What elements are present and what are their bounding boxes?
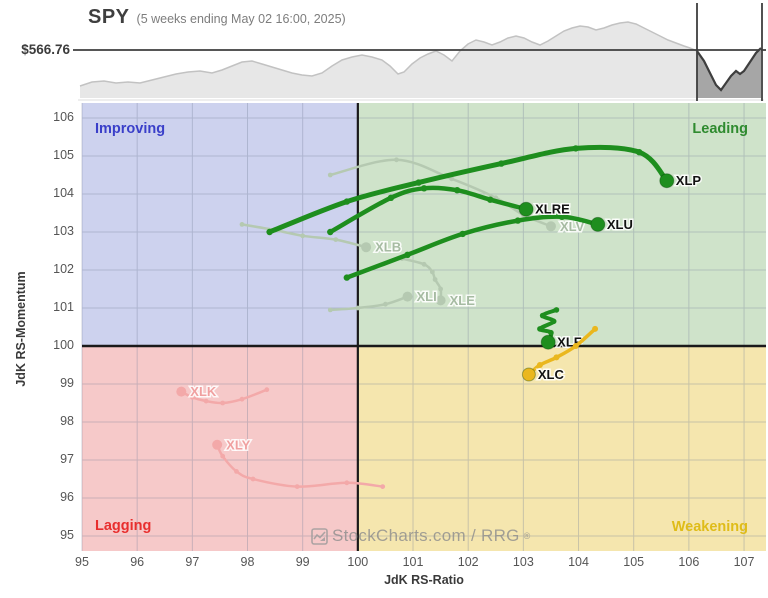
- rrg-trail-XLU[interactable]: XLU: [343, 213, 634, 281]
- trail-head-XLE[interactable]: [435, 295, 446, 306]
- trail-point: [343, 198, 351, 205]
- trail-point: [394, 157, 399, 163]
- rrg-trail-XLI[interactable]: XLI: [327, 288, 438, 313]
- trail-point: [572, 343, 579, 349]
- trail-point: [234, 469, 239, 474]
- quadrant-weakening: [357, 346, 766, 551]
- gridlines: [81, 103, 766, 551]
- trail-point: [250, 476, 256, 482]
- trail-head-XLU[interactable]: [590, 216, 606, 232]
- trail-point: [487, 196, 494, 203]
- spy-price-sparkline: [73, 3, 766, 101]
- rrg-trail-XLK[interactable]: XLK: [176, 383, 270, 406]
- trail-point: [387, 194, 395, 201]
- trail-point: [536, 362, 543, 368]
- trail-point: [344, 480, 350, 486]
- rrg-trail-XLF[interactable]: XLF: [537, 307, 583, 351]
- trail-point: [537, 326, 543, 332]
- trail-point: [572, 145, 579, 152]
- active-window-shade: [697, 47, 762, 98]
- trail-point: [420, 185, 428, 192]
- trail-point: [380, 484, 386, 489]
- trail-point: [421, 261, 427, 267]
- rrg-trail-XLE[interactable]: XLE: [399, 256, 477, 309]
- ticker-label-XLK: XLK: [190, 384, 217, 399]
- trail-point: [415, 179, 422, 186]
- trail-head-XLI[interactable]: [402, 291, 413, 302]
- trail-point: [355, 305, 361, 311]
- trail-point: [266, 228, 273, 236]
- price-area: [80, 22, 761, 98]
- rrg-trail-XLC[interactable]: XLC: [521, 325, 599, 384]
- trail-point: [220, 400, 226, 406]
- trail-point: [264, 387, 270, 393]
- trail-point: [327, 172, 333, 178]
- rrg-trail-XLY[interactable]: XLY: [212, 436, 386, 489]
- trail-point: [592, 325, 599, 332]
- trail-point: [498, 160, 505, 167]
- ticker-label-XLC: XLC: [538, 367, 565, 382]
- trail-point: [453, 187, 461, 194]
- ticker-label-XLB: XLB: [375, 240, 401, 255]
- ticker-label-XLE: XLE: [450, 293, 476, 308]
- trail-point: [438, 286, 444, 292]
- ticker-label-XLY: XLY: [226, 437, 250, 452]
- trail-point: [558, 213, 566, 220]
- trail-point: [343, 274, 351, 281]
- ticker-label-XLRE: XLRE: [535, 202, 570, 217]
- rrg-trail-XLB[interactable]: XLB: [239, 222, 403, 256]
- trail-point: [189, 394, 195, 400]
- reference-price-label: $566.76: [21, 42, 70, 57]
- trail-point: [550, 318, 557, 325]
- trail-point: [294, 484, 300, 489]
- trail-point: [553, 307, 560, 313]
- trail-head-XLB[interactable]: [361, 242, 372, 253]
- trail-point: [429, 269, 435, 275]
- trail-point: [548, 329, 554, 336]
- trail-point: [239, 396, 245, 402]
- trail-line-XLI: [329, 295, 409, 312]
- trail-point: [203, 398, 209, 404]
- trail-point: [539, 312, 546, 319]
- trail-point: [449, 176, 455, 182]
- trail-point: [383, 301, 388, 307]
- trail-point: [514, 217, 522, 224]
- rrg-trail-XLV[interactable]: XLV: [327, 157, 586, 235]
- quadrant-improving: [82, 103, 358, 346]
- trail-point: [239, 222, 245, 227]
- trail-head-XLRE[interactable]: [518, 201, 534, 217]
- ticker-label-XLP: XLP: [676, 173, 702, 188]
- trail-head-XLC[interactable]: [521, 367, 536, 382]
- trail-point: [404, 251, 411, 258]
- trail-head-XLP[interactable]: [659, 173, 675, 189]
- ticker-label-XLI: XLI: [417, 289, 437, 304]
- trail-head-XLV[interactable]: [545, 221, 556, 232]
- trail-point: [333, 237, 339, 243]
- trail-point: [459, 230, 466, 238]
- active-window-slider[interactable]: [696, 3, 763, 101]
- trail-point: [432, 277, 438, 282]
- trail-point: [220, 453, 226, 459]
- trail-point: [300, 233, 306, 239]
- period-subtitle: (5 weeks ending May 02 16:00, 2025): [136, 12, 346, 26]
- quadrant-leading: [357, 103, 766, 346]
- trail-point: [327, 228, 334, 236]
- rrg-trail-XLRE[interactable]: XLRE: [327, 185, 572, 236]
- trail-head-XLY[interactable]: [212, 439, 223, 450]
- ticker-label-XLU: XLU: [607, 217, 633, 232]
- rrg-trail-XLP[interactable]: XLP: [266, 144, 703, 236]
- trail-point: [327, 307, 333, 313]
- symbol-title: SPY: [88, 6, 130, 28]
- trail-head-XLK[interactable]: [176, 386, 187, 397]
- chart-header: SPY (5 weeks ending May 02 16:00, 2025): [88, 6, 346, 29]
- trail-point: [636, 149, 643, 156]
- trail-point: [553, 354, 560, 361]
- trail-head-XLF[interactable]: [540, 334, 556, 350]
